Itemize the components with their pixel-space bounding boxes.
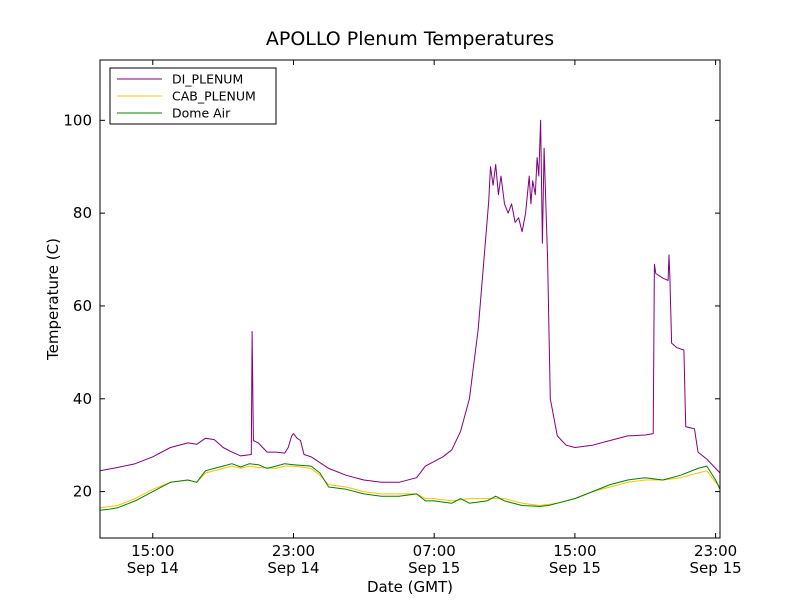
x-tick-time-label: 07:00 — [413, 542, 456, 560]
legend-label: Dome Air — [172, 106, 231, 121]
series-line-di-plenum — [99, 119, 721, 483]
y-tick-label: 40 — [73, 390, 92, 408]
x-tick-date-label: Sep 15 — [690, 559, 742, 577]
x-tick-time-label: 23:00 — [272, 542, 315, 560]
x-tick-time-label: 15:00 — [131, 542, 174, 560]
legend-label: DI_PLENUM — [172, 72, 243, 87]
y-tick-label: 100 — [63, 111, 92, 129]
y-axis-label: Temperature (C) — [44, 238, 62, 361]
x-tick-date-label: Sep 15 — [549, 559, 601, 577]
series-layer — [99, 119, 721, 511]
x-tick-date-label: Sep 14 — [267, 559, 319, 577]
chart-title: APOLLO Plenum Temperatures — [266, 28, 554, 50]
x-axis-label: Date (GMT) — [367, 578, 453, 596]
x-tick-date-label: Sep 14 — [127, 559, 179, 577]
series-line-cab-plenum — [99, 465, 721, 509]
legend-label: CAB_PLENUM — [172, 89, 256, 104]
x-tick-time-label: 23:00 — [694, 542, 737, 560]
y-tick-label: 60 — [73, 297, 92, 315]
series-line-dome-air — [99, 463, 721, 511]
y-tick-label: 20 — [73, 483, 92, 501]
plot-frame — [99, 59, 721, 539]
x-tick-date-label: Sep 15 — [408, 559, 460, 577]
y-tick-label: 80 — [73, 204, 92, 222]
legend: DI_PLENUM CAB_PLENUM Dome Air — [109, 67, 277, 125]
x-tick-time-label: 15:00 — [553, 542, 596, 560]
